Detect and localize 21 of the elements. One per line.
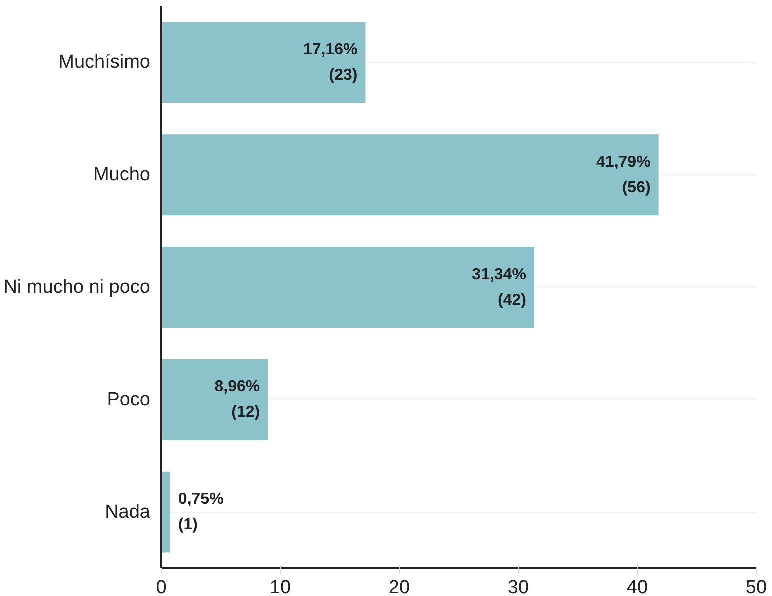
data-label: 41,79% (56) [596, 154, 651, 196]
x-tick-label: 20 [388, 578, 410, 596]
bar [162, 134, 659, 216]
bar [162, 359, 268, 440]
bar [162, 472, 170, 553]
data-label: 31,34% (42) [472, 266, 526, 309]
x-tick-label: 40 [626, 578, 648, 596]
x-tick-label: 50 [746, 578, 768, 596]
y-tick-label: Ni mucho ni poco [4, 277, 150, 298]
y-tick-label: Nada [105, 502, 151, 523]
x-tick-label: 10 [270, 578, 292, 596]
y-tick-label: Mucho [93, 164, 151, 186]
data-label: 17,16% (23) [303, 41, 358, 84]
x-tick-label: 30 [508, 578, 530, 596]
data-label: 0,75% (1) [178, 491, 224, 534]
y-tick-label: Poco [107, 389, 151, 410]
bar [162, 22, 366, 104]
x-tick-label: 0 [156, 578, 167, 596]
data-label: 8,96% (12) [214, 378, 260, 422]
y-tick-label: Muchísimo [58, 52, 151, 74]
bar [162, 247, 534, 328]
